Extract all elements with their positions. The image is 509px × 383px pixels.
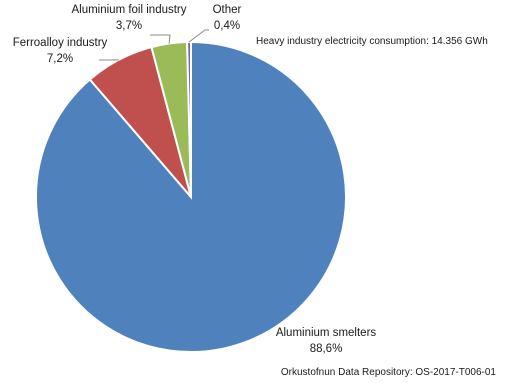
- slice-label-aluminium-smelters: Aluminium smelters: [276, 327, 377, 339]
- pie-slices: [35, 40, 347, 353]
- slice-value-ferroalloy-industry: 7,2%: [47, 53, 73, 65]
- slice-label-ferroalloy-industry: Ferroalloy industry: [13, 37, 108, 49]
- consumption-annotation: Heavy industry electricity consumption: …: [256, 36, 488, 47]
- source-note: Orkustofnun Data Repository: OS-2017-T00…: [281, 367, 497, 378]
- slice-value-other: 0,4%: [214, 20, 240, 32]
- slice-value-aluminium-foil-industry: 3,7%: [116, 20, 142, 32]
- leader-lines: [99, 29, 209, 61]
- leader-other: [188, 29, 209, 43]
- leader-aluminium-foil: [150, 34, 171, 44]
- slice-label-aluminium-foil-industry: Aluminium foil industry: [71, 4, 186, 16]
- slice-label-other: Other: [213, 4, 242, 16]
- pie-slice-aluminium-smelters: [35, 40, 347, 353]
- slice-value-aluminium-smelters: 88,6%: [310, 343, 343, 355]
